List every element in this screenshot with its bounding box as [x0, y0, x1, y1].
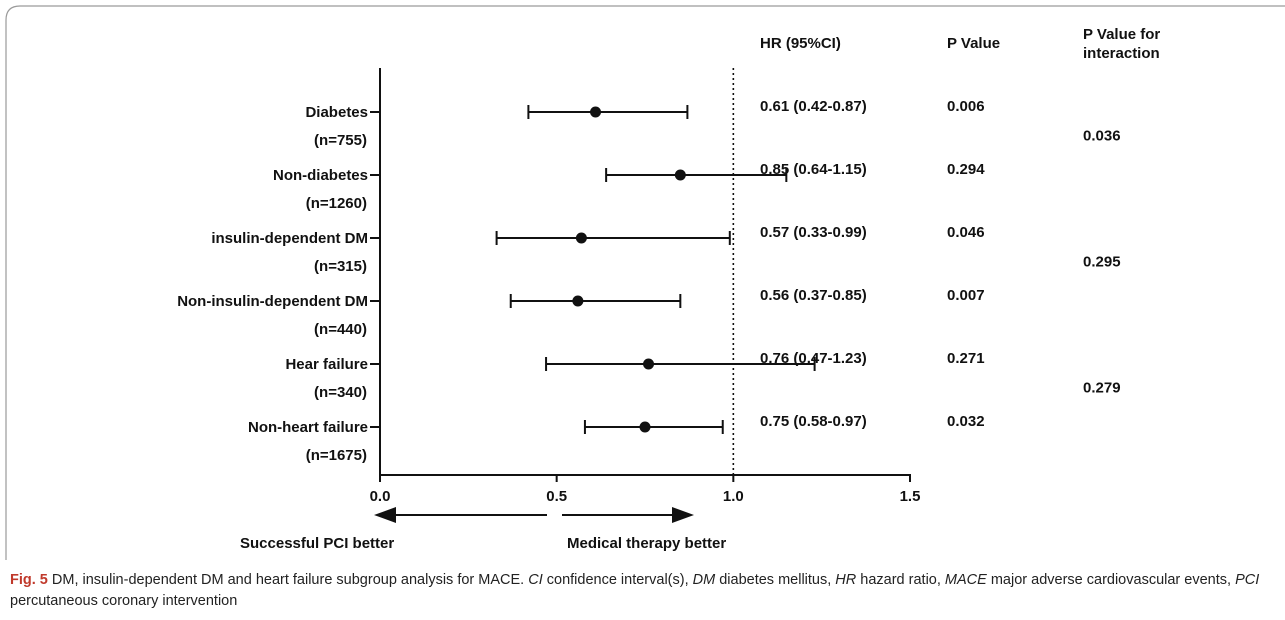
right-direction-label: Medical therapy better	[567, 535, 726, 552]
hr-ci-value: 0.57 (0.33-0.99)	[760, 224, 867, 241]
figure-border	[5, 5, 1285, 560]
caption-text: DM, insulin-dependent DM and heart failu…	[47, 572, 529, 588]
column-headers: HR (95%CI) P Value P Value for interaction	[760, 26, 1160, 62]
caption-abbreviation: DM	[692, 572, 716, 588]
figure-number: Fig. 5	[10, 572, 48, 588]
hr-point	[643, 358, 655, 370]
hr-ci-value: 0.76 (0.47-1.23)	[760, 350, 867, 367]
p-value: 0.006	[947, 98, 985, 115]
row-label: insulin-dependent DM	[211, 230, 368, 247]
row-label: Non-diabetes	[273, 167, 368, 184]
caption-abbreviation: MACE	[944, 572, 987, 588]
figure-caption: Fig. 5 DM, insulin-dependent DM and hear…	[10, 570, 1275, 612]
p-value: 0.032	[947, 413, 985, 430]
hr-ci-value: 0.85 (0.64-1.15)	[760, 161, 867, 178]
hr-point	[674, 169, 686, 181]
p-interaction-value: 0.295	[1083, 254, 1121, 271]
p-interaction-value: 0.036	[1083, 128, 1121, 145]
p-value: 0.007	[947, 287, 985, 304]
caption-text: percutaneous coronary intervention	[10, 593, 238, 609]
p-value: 0.046	[947, 224, 985, 241]
row-n-label: (n=440)	[314, 321, 367, 338]
header-p-value: P Value	[947, 35, 1000, 52]
row-n-label: (n=340)	[314, 384, 367, 401]
left-direction-label: Successful PCI better	[240, 535, 394, 552]
hr-point	[590, 106, 602, 118]
x-tick-label: 0.0	[370, 488, 391, 505]
row-n-label: (n=1260)	[306, 195, 367, 212]
x-axis: 0.0 0.5 1.0 1.5	[370, 68, 921, 505]
caption-text: hazard ratio,	[856, 572, 945, 588]
x-tick-label: 0.5	[546, 488, 567, 505]
hr-ci-value: 0.56 (0.37-0.85)	[760, 287, 867, 304]
row-n-label: (n=1675)	[306, 447, 367, 464]
right-arrowhead	[672, 507, 694, 523]
direction-arrows: Successful PCI better Medical therapy bet…	[240, 507, 726, 552]
row-label: Non-heart failure	[248, 419, 368, 436]
caption-abbreviation: CI	[528, 572, 543, 588]
p-value: 0.271	[947, 350, 985, 367]
caption-text: major adverse cardiovascular events,	[986, 572, 1236, 588]
left-arrowhead	[374, 507, 396, 523]
header-hr: HR (95%CI)	[760, 35, 841, 52]
caption-abbreviation: PCI	[1235, 572, 1260, 588]
caption-text: diabetes mellitus,	[715, 572, 836, 588]
row-n-label: (n=755)	[314, 132, 367, 149]
hr-point	[572, 295, 584, 307]
hr-point	[575, 232, 587, 244]
x-tick-label: 1.0	[723, 488, 744, 505]
row-label: Hear failure	[285, 356, 368, 373]
caption-text: confidence interval(s),	[542, 572, 693, 588]
x-tick-label: 1.5	[900, 488, 921, 505]
row-label: Diabetes	[305, 104, 368, 121]
header-p-interaction-line2: interaction	[1083, 45, 1160, 62]
header-p-interaction-line1: P Value for	[1083, 26, 1160, 43]
forest-rows: Diabetes (n=755) 0.61 (0.42-0.87) 0.006 Non-…	[177, 98, 1120, 464]
row-label: Non-insulin-dependent DM	[177, 293, 368, 310]
hr-ci-value: 0.61 (0.42-0.87)	[760, 98, 867, 115]
row-n-label: (n=315)	[314, 258, 367, 275]
p-interaction-value: 0.279	[1083, 380, 1121, 397]
p-value: 0.294	[947, 161, 985, 178]
hr-ci-value: 0.75 (0.58-0.97)	[760, 413, 867, 430]
caption-abbreviation: HR	[835, 572, 857, 588]
hr-point	[639, 421, 651, 433]
